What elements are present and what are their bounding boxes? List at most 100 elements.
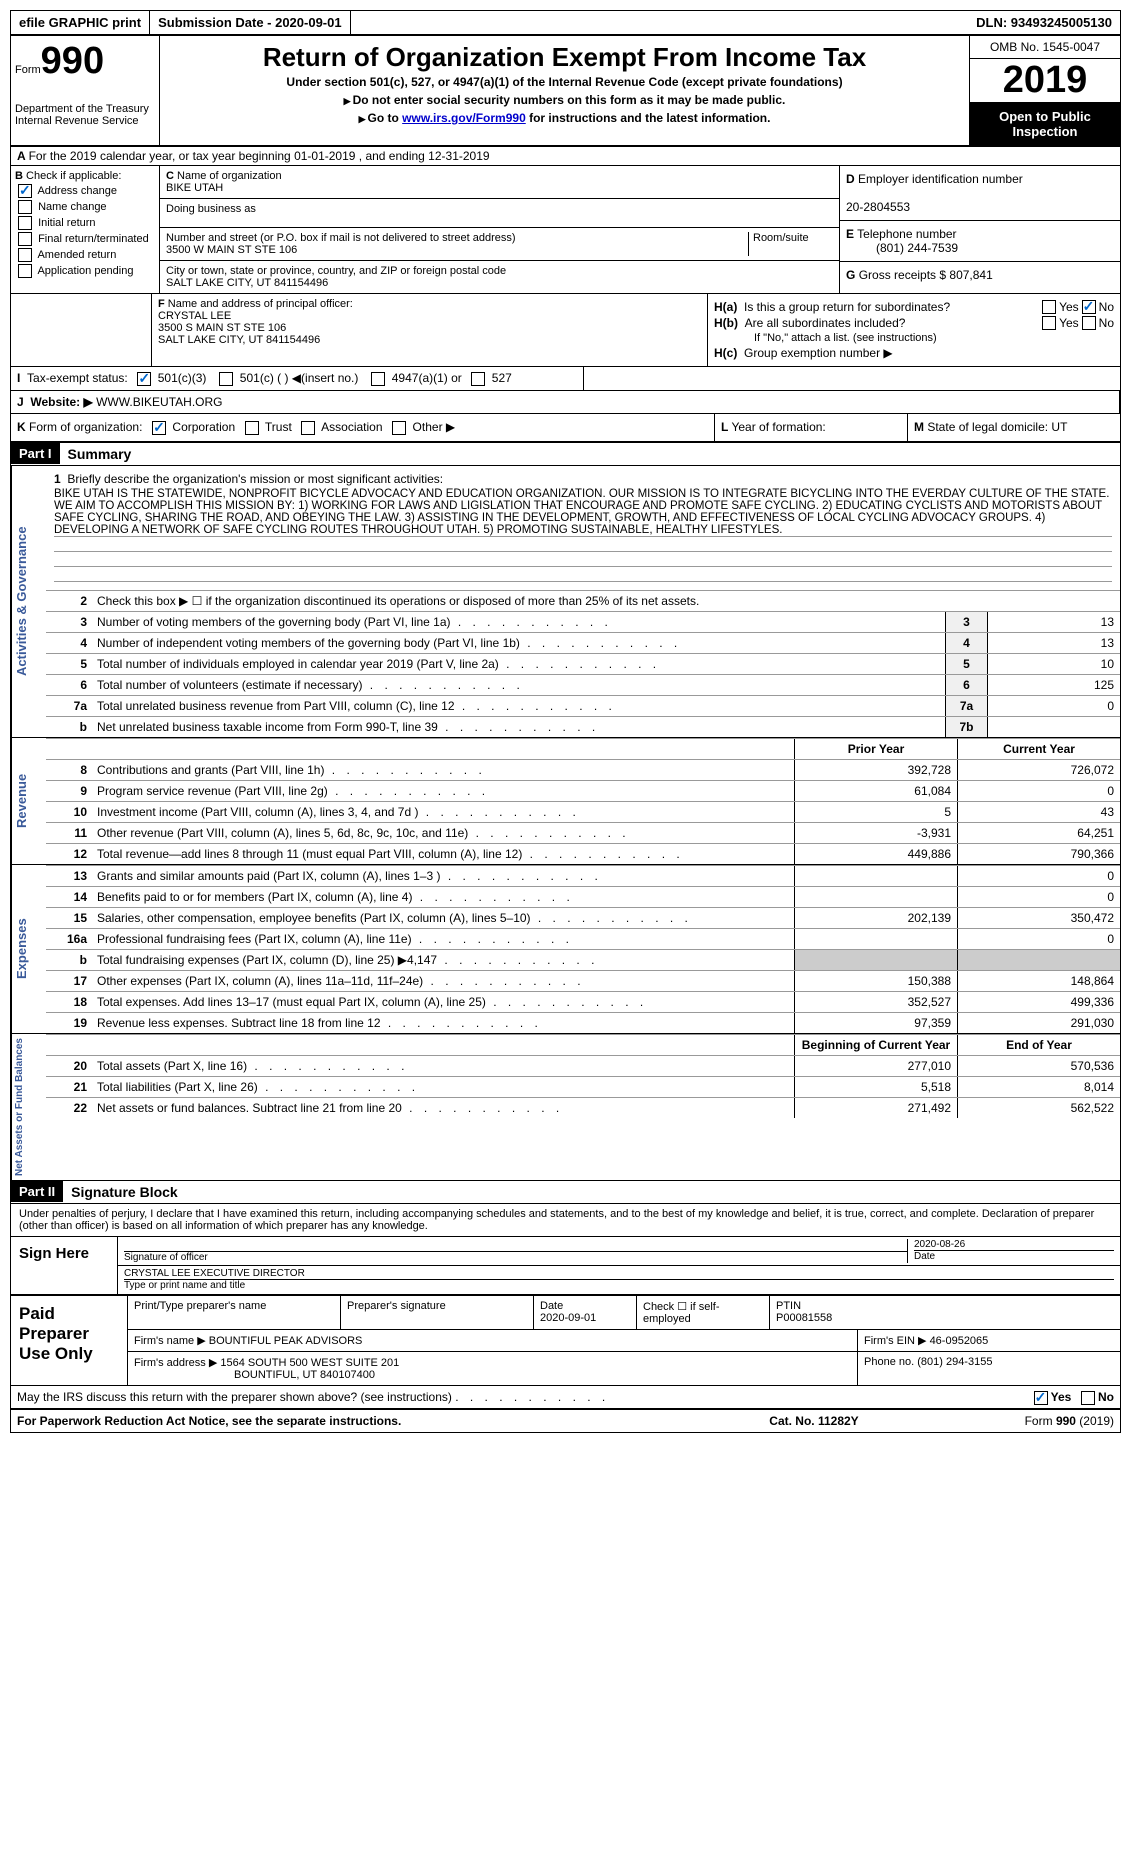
check-address-change[interactable] — [18, 184, 32, 198]
ein-label: Employer identification number — [858, 172, 1023, 186]
irs-label: Internal Revenue Service — [15, 115, 155, 127]
dept-treasury: Department of the Treasury — [15, 103, 155, 115]
prep-name-label: Print/Type preparer's name — [128, 1296, 341, 1329]
part1-label: Part I — [11, 443, 60, 464]
omb-number: OMB No. 1545-0047 — [970, 36, 1120, 59]
check-501c3[interactable] — [137, 372, 151, 386]
city-state-zip: SALT LAKE CITY, UT 841154496 — [166, 277, 328, 289]
tax-exempt-label: Tax-exempt status: — [27, 371, 128, 385]
expense-line: b Total fundraising expenses (Part IX, c… — [46, 949, 1120, 970]
opt-amended: Amended return — [37, 249, 116, 261]
row-i: I Tax-exempt status: 501(c)(3) 501(c) ( … — [11, 367, 1120, 391]
prep-date: 2020-09-01 — [540, 1312, 596, 1324]
addr-label: Number and street (or P.O. box if mail i… — [166, 232, 516, 244]
line2-desc: Check this box ▶ ☐ if the organization d… — [93, 591, 1120, 611]
firm-addr-label: Firm's address ▶ — [134, 1357, 217, 1369]
part2-header: Part II Signature Block — [11, 1181, 1120, 1204]
footer: For Paperwork Reduction Act Notice, see … — [11, 1408, 1120, 1432]
check-final[interactable] — [18, 232, 32, 246]
ha-no[interactable] — [1082, 300, 1096, 314]
box-deg: D Employer identification number20-28045… — [840, 166, 1120, 293]
opt-pending: Application pending — [37, 265, 133, 277]
opt-527: 527 — [492, 371, 512, 385]
hb-no[interactable] — [1082, 316, 1096, 330]
prep-date-label: Date — [540, 1300, 563, 1312]
sig-officer-label: Signature of officer — [124, 1251, 907, 1263]
part1-title: Summary — [60, 443, 140, 465]
form-container: efile GRAPHIC print Submission Date - 20… — [10, 10, 1121, 1433]
mission-text: BIKE UTAH IS THE STATEWIDE, NONPROFIT BI… — [54, 488, 1112, 537]
side-expenses: Expenses — [11, 865, 46, 1033]
discuss-yes[interactable] — [1034, 1391, 1048, 1405]
firm-ein: 46-0952065 — [930, 1335, 989, 1347]
website-label: Website: ▶ — [30, 395, 92, 409]
check-501c[interactable] — [219, 372, 233, 386]
header-right: OMB No. 1545-0047 2019 Open to Public In… — [969, 36, 1120, 145]
revenue-line: 12 Total revenue—add lines 8 through 11 … — [46, 843, 1120, 864]
dln: DLN: 93493245005130 — [968, 11, 1120, 34]
check-527[interactable] — [471, 372, 485, 386]
state-domicile: State of legal domicile: UT — [927, 420, 1067, 434]
officer-label: Name and address of principal officer: — [168, 298, 353, 310]
header-center: Return of Organization Exempt From Incom… — [160, 36, 969, 145]
gov-line: 5 Total number of individuals employed i… — [46, 653, 1120, 674]
ha-yes[interactable] — [1042, 300, 1056, 314]
expense-line: 16a Professional fundraising fees (Part … — [46, 928, 1120, 949]
box-c: C Name of organizationBIKE UTAH Doing bu… — [160, 166, 840, 293]
expense-line: 13 Grants and similar amounts paid (Part… — [46, 865, 1120, 886]
efile-label: efile GRAPHIC print — [11, 11, 150, 34]
footer-center: Cat. No. 11282Y — [714, 1414, 914, 1428]
gov-line: 7a Total unrelated business revenue from… — [46, 695, 1120, 716]
sig-date: 2020-08-26 — [914, 1239, 965, 1250]
netasset-line: 22 Net assets or fund balances. Subtract… — [46, 1097, 1120, 1118]
expense-line: 15 Salaries, other compensation, employe… — [46, 907, 1120, 928]
check-4947[interactable] — [371, 372, 385, 386]
expense-line: 19 Revenue less expenses. Subtract line … — [46, 1012, 1120, 1033]
check-other[interactable] — [392, 421, 406, 435]
street-address: 3500 W MAIN ST STE 106 — [166, 244, 297, 256]
phone-value: (801) 244-7539 — [846, 241, 958, 255]
opt-name: Name change — [38, 201, 107, 213]
opt-corp: Corporation — [172, 420, 235, 434]
typed-name: CRYSTAL LEE EXECUTIVE DIRECTOR — [124, 1268, 305, 1279]
form-title: Return of Organization Exempt From Incom… — [170, 42, 959, 73]
side-governance: Activities & Governance — [11, 466, 46, 737]
sig-date-label: Date — [914, 1250, 1114, 1262]
box-h: H(a) Is this a group return for subordin… — [708, 294, 1120, 366]
check-amended[interactable] — [18, 248, 32, 262]
tax-year: 2019 — [970, 59, 1120, 103]
check-name-change[interactable] — [18, 200, 32, 214]
netasset-line: 20 Total assets (Part X, line 16) 277,01… — [46, 1055, 1120, 1076]
box-b-label: Check if applicable: — [26, 170, 121, 182]
col-begin-year: Beginning of Current Year — [794, 1035, 957, 1055]
top-bar: efile GRAPHIC print Submission Date - 20… — [11, 11, 1120, 36]
form-subtitle: Under section 501(c), 527, or 4947(a)(1)… — [170, 75, 959, 89]
room-label: Room/suite — [753, 232, 809, 244]
header-row: Form990 Department of the Treasury Inter… — [11, 36, 1120, 147]
info-grid: B Check if applicable: Address change Na… — [11, 166, 1120, 294]
preparer-block: Paid Preparer Use Only Print/Type prepar… — [11, 1295, 1120, 1385]
perjury-text: Under penalties of perjury, I declare th… — [11, 1204, 1120, 1236]
check-corp[interactable] — [152, 421, 166, 435]
check-pending[interactable] — [18, 264, 32, 278]
org-name: BIKE UTAH — [166, 182, 223, 194]
expense-line: 17 Other expenses (Part IX, column (A), … — [46, 970, 1120, 991]
sign-here: Sign Here — [11, 1237, 118, 1294]
check-trust[interactable] — [245, 421, 259, 435]
check-initial[interactable] — [18, 216, 32, 230]
form-number: 990 — [41, 40, 104, 82]
submission-date: Submission Date - 2020-09-01 — [150, 11, 351, 34]
gross-receipts: 807,841 — [949, 268, 992, 282]
hb-yes[interactable] — [1042, 316, 1056, 330]
signature-block: Under penalties of perjury, I declare th… — [11, 1204, 1120, 1295]
revenue-line: 9 Program service revenue (Part VIII, li… — [46, 780, 1120, 801]
col-end-year: End of Year — [957, 1035, 1120, 1055]
discuss-no[interactable] — [1081, 1391, 1095, 1405]
instr-ssn: Do not enter social security numbers on … — [353, 93, 786, 107]
check-assoc[interactable] — [301, 421, 315, 435]
gov-line: 3 Number of voting members of the govern… — [46, 611, 1120, 632]
opt-other: Other ▶ — [413, 420, 456, 434]
gov-line: b Net unrelated business taxable income … — [46, 716, 1120, 737]
irs-link[interactable]: www.irs.gov/Form990 — [402, 111, 526, 125]
footer-left: For Paperwork Reduction Act Notice, see … — [17, 1414, 714, 1428]
